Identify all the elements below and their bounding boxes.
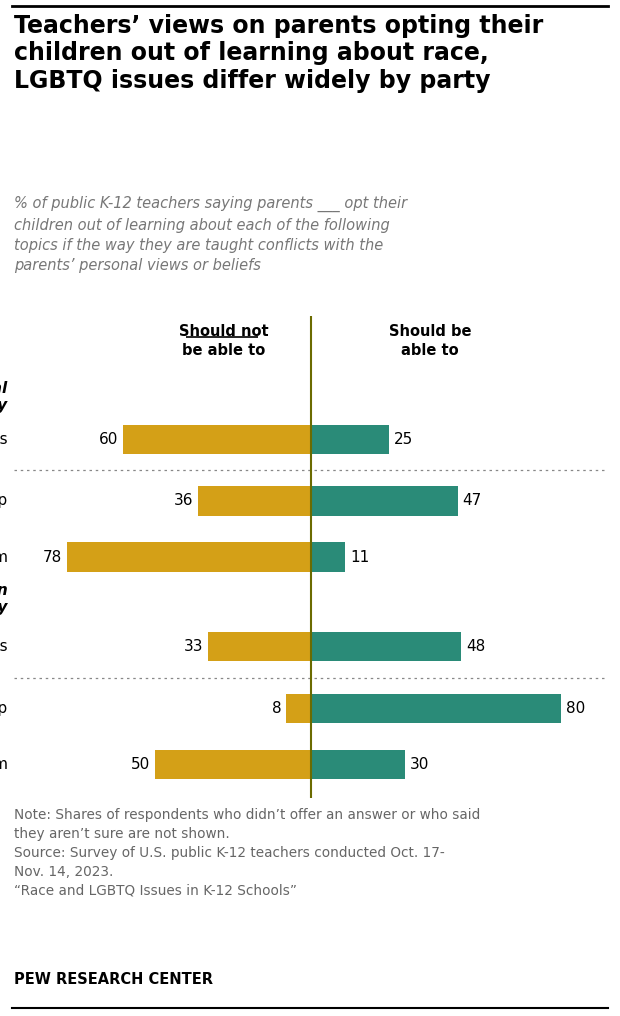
Bar xyxy=(208,632,311,661)
Text: 33: 33 xyxy=(184,639,203,654)
Bar xyxy=(311,543,345,572)
Text: % of public K-12 teachers saying parents ___ opt their
children out of learning : % of public K-12 teachers saying parents… xyxy=(14,196,407,273)
Text: 8: 8 xyxy=(272,701,281,716)
Bar xyxy=(154,750,311,779)
Text: All teachers: All teachers xyxy=(0,432,7,447)
Bar xyxy=(123,425,311,454)
Text: 25: 25 xyxy=(394,432,413,447)
Bar xyxy=(67,543,311,572)
Text: Teachers’ views on parents opting their
children out of learning about race,
LGB: Teachers’ views on parents opting their … xyxy=(14,14,543,92)
Bar xyxy=(311,694,561,723)
Text: 60: 60 xyxy=(99,432,119,447)
Text: All teachers: All teachers xyxy=(0,639,7,654)
Text: 30: 30 xyxy=(409,757,429,772)
Text: 11: 11 xyxy=(350,550,370,565)
Bar xyxy=(198,487,311,515)
Bar xyxy=(311,750,405,779)
Bar xyxy=(311,632,461,661)
Text: Dem/Lean Dem: Dem/Lean Dem xyxy=(0,757,7,772)
Text: Rep/Lean Rep: Rep/Lean Rep xyxy=(0,701,7,716)
Text: Rep/Lean Rep: Rep/Lean Rep xyxy=(0,494,7,508)
Bar xyxy=(311,487,458,515)
Text: Should not
be able to: Should not be able to xyxy=(179,324,268,358)
Text: 47: 47 xyxy=(463,494,482,508)
Bar xyxy=(286,694,311,723)
Text: Dem/Lean Dem: Dem/Lean Dem xyxy=(0,550,7,565)
Bar xyxy=(311,425,389,454)
Text: Should be
able to: Should be able to xyxy=(389,324,471,358)
Text: Note: Shares of respondents who didn’t offer an answer or who said
they aren’t s: Note: Shares of respondents who didn’t o… xyxy=(14,808,480,898)
Text: 48: 48 xyxy=(466,639,485,654)
Text: 78: 78 xyxy=(43,550,63,565)
Text: Sexual orientation
or gender identity: Sexual orientation or gender identity xyxy=(0,583,7,616)
Text: 50: 50 xyxy=(131,757,150,772)
Text: 80: 80 xyxy=(566,701,585,716)
Text: Racism or racial
inequality: Racism or racial inequality xyxy=(0,381,7,414)
Text: PEW RESEARCH CENTER: PEW RESEARCH CENTER xyxy=(14,972,213,987)
Text: 36: 36 xyxy=(174,494,194,508)
